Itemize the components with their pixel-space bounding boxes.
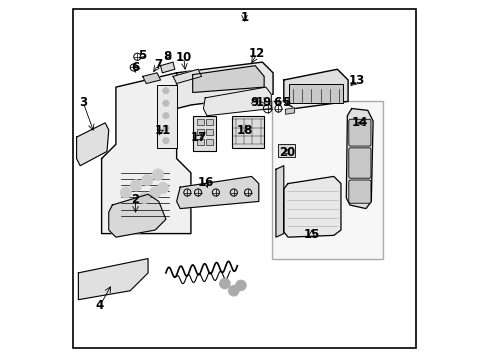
- Polygon shape: [78, 258, 148, 300]
- Polygon shape: [346, 109, 372, 208]
- Text: 2: 2: [131, 193, 140, 206]
- Bar: [197, 139, 203, 145]
- Polygon shape: [77, 123, 108, 166]
- Text: 16: 16: [197, 176, 214, 189]
- Polygon shape: [203, 87, 271, 116]
- Circle shape: [152, 169, 163, 180]
- Circle shape: [139, 192, 150, 203]
- Bar: [197, 118, 203, 125]
- Polygon shape: [176, 62, 272, 109]
- Bar: [278, 144, 294, 157]
- Text: 14: 14: [350, 116, 367, 129]
- Polygon shape: [285, 108, 294, 114]
- Text: 6: 6: [273, 96, 281, 109]
- Text: 9: 9: [250, 96, 258, 109]
- Text: 10: 10: [175, 51, 191, 64]
- Circle shape: [163, 100, 169, 107]
- Circle shape: [142, 174, 153, 186]
- Text: 17: 17: [190, 131, 206, 144]
- Bar: [197, 129, 203, 135]
- Text: 15: 15: [303, 228, 319, 241]
- Circle shape: [163, 138, 169, 144]
- Polygon shape: [283, 69, 347, 109]
- Circle shape: [149, 187, 161, 198]
- Polygon shape: [283, 176, 340, 237]
- Polygon shape: [160, 62, 175, 73]
- Text: 13: 13: [348, 74, 364, 87]
- Text: 4: 4: [96, 299, 104, 312]
- Bar: [192, 116, 216, 152]
- Circle shape: [163, 112, 169, 119]
- Polygon shape: [176, 176, 258, 208]
- Bar: [288, 84, 342, 103]
- Text: 12: 12: [248, 48, 264, 60]
- Text: 19: 19: [255, 96, 271, 109]
- Bar: [272, 102, 382, 258]
- Circle shape: [219, 278, 230, 289]
- Polygon shape: [108, 194, 165, 237]
- Text: 5: 5: [138, 49, 146, 62]
- Text: 1: 1: [240, 11, 248, 24]
- Circle shape: [130, 180, 142, 191]
- Polygon shape: [102, 73, 190, 234]
- Circle shape: [120, 187, 131, 198]
- Text: 18: 18: [237, 124, 253, 137]
- Bar: [206, 129, 212, 135]
- Text: 8: 8: [163, 50, 171, 63]
- Bar: [157, 85, 176, 148]
- Polygon shape: [142, 73, 160, 84]
- Bar: [206, 118, 212, 125]
- Text: 11: 11: [154, 124, 170, 137]
- FancyBboxPatch shape: [348, 180, 370, 203]
- FancyBboxPatch shape: [348, 148, 370, 178]
- Circle shape: [235, 280, 246, 291]
- Circle shape: [228, 285, 239, 296]
- Bar: [206, 139, 212, 145]
- Text: 7: 7: [154, 58, 162, 72]
- Bar: [231, 116, 264, 148]
- Polygon shape: [192, 66, 264, 93]
- Circle shape: [163, 87, 169, 94]
- Polygon shape: [275, 166, 283, 237]
- Polygon shape: [173, 69, 201, 84]
- Text: 5: 5: [282, 96, 290, 109]
- FancyBboxPatch shape: [348, 119, 370, 146]
- Text: 20: 20: [279, 146, 295, 159]
- Circle shape: [157, 182, 168, 194]
- Text: 6: 6: [131, 61, 140, 74]
- Text: 3: 3: [79, 96, 87, 109]
- Circle shape: [163, 125, 169, 131]
